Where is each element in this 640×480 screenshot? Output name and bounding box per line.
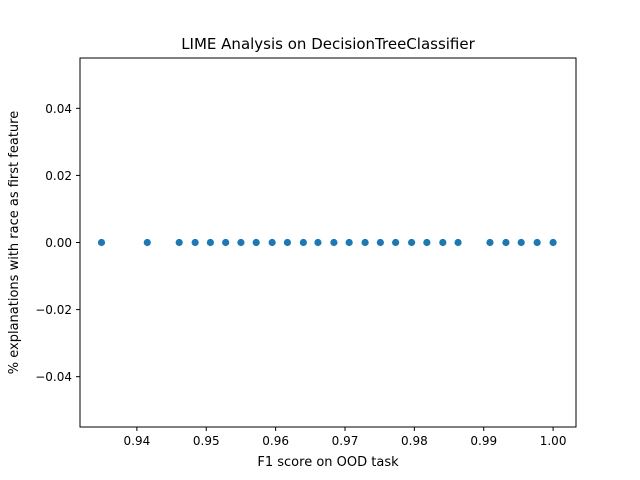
data-point xyxy=(97,238,106,247)
data-point xyxy=(222,238,230,247)
data-point xyxy=(454,238,462,247)
data-point xyxy=(392,238,400,247)
data-point xyxy=(533,238,541,247)
data-points xyxy=(97,238,557,247)
data-point xyxy=(191,238,199,247)
plot-area-frame xyxy=(79,57,577,428)
data-point xyxy=(486,238,494,247)
x-tick-label: 0.96 xyxy=(262,434,289,448)
data-point xyxy=(439,238,447,247)
data-point xyxy=(549,238,557,247)
y-axis-ticks: −0.04 −0.02 0.00 0.02 0.04 xyxy=(35,102,80,384)
data-point xyxy=(206,238,215,247)
y-tick-label: −0.04 xyxy=(35,370,72,384)
y-axis-label: % explanations with race as first featur… xyxy=(7,111,22,374)
data-point xyxy=(517,238,525,247)
data-point xyxy=(345,238,353,247)
x-axis-ticks: 0.94 0.95 0.96 0.97 0.98 0.99 1.00 xyxy=(124,427,567,448)
x-tick-label: 1.00 xyxy=(540,434,567,448)
data-point xyxy=(502,238,510,247)
data-point xyxy=(423,238,431,247)
data-point xyxy=(299,238,307,247)
y-tick-label: −0.02 xyxy=(35,303,72,317)
data-point xyxy=(175,238,183,247)
y-tick-label: 0.02 xyxy=(45,169,72,183)
y-tick-label: 0.04 xyxy=(45,102,72,116)
data-point xyxy=(361,238,369,247)
x-tick-label: 0.94 xyxy=(124,434,151,448)
y-tick-label: 0.00 xyxy=(45,236,72,250)
x-tick-label: 0.99 xyxy=(470,434,497,448)
data-point xyxy=(407,238,416,247)
data-point xyxy=(330,238,338,247)
chart-title: LIME Analysis on DecisionTreeClassifier xyxy=(181,35,475,53)
data-point xyxy=(237,238,245,247)
data-point xyxy=(314,238,322,247)
x-tick-label: 0.95 xyxy=(193,434,220,448)
data-point xyxy=(283,238,292,247)
data-point xyxy=(143,238,151,247)
data-point xyxy=(376,238,384,247)
x-axis-label: F1 score on OOD task xyxy=(257,455,399,470)
data-point xyxy=(252,238,260,247)
x-tick-label: 0.97 xyxy=(332,434,359,448)
data-point xyxy=(268,238,276,247)
x-tick-label: 0.98 xyxy=(401,434,428,448)
